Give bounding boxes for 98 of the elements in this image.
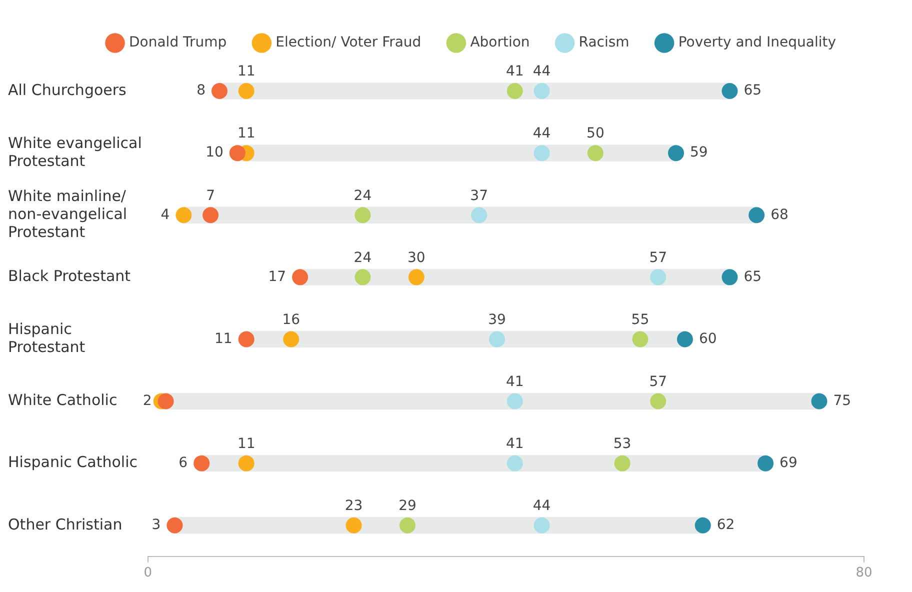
data-label: 65	[744, 82, 762, 99]
point	[534, 145, 550, 162]
data-label: 6	[178, 454, 188, 471]
point	[676, 331, 693, 348]
point	[614, 455, 630, 472]
x-tick-label: 0	[144, 566, 152, 581]
point	[488, 331, 505, 348]
y-tick-label: Hispanic Catholic	[8, 453, 138, 472]
data-label: 41	[506, 374, 524, 390]
legend-label: Poverty and Inequality	[678, 34, 836, 51]
y-tick-label: Other Christian	[8, 515, 122, 534]
point	[238, 331, 254, 348]
bar	[219, 82, 730, 100]
point	[166, 517, 183, 534]
y-tick-label: Hispanic Protestant	[8, 320, 86, 356]
point	[176, 207, 192, 224]
point	[534, 517, 550, 534]
data-label: 24	[354, 250, 372, 266]
point	[354, 269, 371, 286]
data-label: 41	[506, 436, 524, 452]
data-label: 44	[532, 498, 551, 514]
data-label: 24	[354, 188, 372, 204]
point	[408, 269, 424, 286]
data-label: 37	[470, 188, 488, 204]
point	[758, 455, 774, 472]
point	[202, 207, 219, 224]
point	[346, 517, 362, 534]
point	[632, 331, 648, 348]
data-label: 62	[716, 517, 735, 534]
point	[399, 517, 416, 534]
point	[283, 331, 300, 348]
point	[506, 83, 523, 100]
data-label: 11	[237, 436, 256, 452]
y-tick-label: Black Protestant	[8, 267, 131, 286]
bar	[201, 454, 766, 472]
point	[506, 455, 523, 472]
x-tick-label: 80	[856, 566, 872, 581]
point	[194, 455, 210, 472]
y-tick-label: All Churchgoers	[8, 80, 127, 99]
bar	[237, 144, 676, 162]
data-label: 75	[833, 392, 852, 409]
data-label: 3	[152, 517, 161, 534]
point	[471, 207, 488, 224]
point	[650, 269, 666, 286]
data-label: 39	[488, 312, 506, 328]
point	[354, 207, 371, 224]
point	[211, 83, 228, 100]
point	[534, 83, 550, 100]
point	[587, 145, 604, 162]
legend-label: Abortion	[470, 34, 530, 51]
point	[811, 393, 828, 410]
data-label: 55	[631, 312, 650, 328]
legend-label: Donald Trump	[129, 34, 227, 51]
data-label: 69	[780, 454, 798, 471]
data-label: 60	[698, 330, 717, 347]
point	[238, 455, 254, 472]
data-label: 53	[613, 436, 632, 452]
point	[748, 207, 765, 224]
data-label: 16	[282, 312, 300, 328]
data-label: 8	[196, 82, 206, 99]
point	[722, 269, 738, 286]
data-label: 29	[398, 498, 416, 514]
y-tick-label: White Catholic	[8, 391, 118, 410]
point	[668, 145, 684, 162]
data-label: 44	[532, 64, 551, 80]
y-tick-label: White mainline/ non-evangelical Protestant	[8, 187, 128, 242]
point	[694, 517, 711, 534]
data-label: 11	[237, 126, 256, 142]
data-label: 2	[142, 392, 152, 409]
data-label: 30	[408, 250, 426, 266]
data-label: 65	[744, 268, 762, 285]
legend-label: Racism	[578, 34, 630, 51]
data-label: 10	[206, 144, 224, 161]
point	[506, 393, 523, 410]
data-label: 68	[770, 206, 788, 223]
data-label: 50	[586, 126, 604, 142]
bar	[160, 392, 820, 410]
legend-label: Election/ Voter Fraud	[276, 34, 422, 51]
data-label: 23	[344, 498, 363, 514]
bar	[183, 206, 757, 224]
point	[292, 269, 308, 286]
data-label: 57	[649, 250, 668, 266]
data-label: 11	[237, 64, 256, 80]
point	[650, 393, 666, 410]
data-label: 11	[214, 330, 232, 347]
data-label: 59	[690, 144, 708, 161]
point	[158, 393, 174, 410]
data-label: 41	[506, 64, 524, 80]
y-tick-label: White evangelical Protestant	[8, 134, 142, 170]
bar	[174, 517, 704, 534]
data-label: 17	[268, 268, 286, 285]
data-label: 44	[532, 126, 551, 142]
data-label: 57	[649, 374, 668, 390]
data-label: 4	[160, 206, 170, 223]
point	[229, 145, 246, 162]
point	[238, 83, 254, 100]
data-label: 7	[206, 188, 215, 204]
point	[722, 83, 738, 100]
